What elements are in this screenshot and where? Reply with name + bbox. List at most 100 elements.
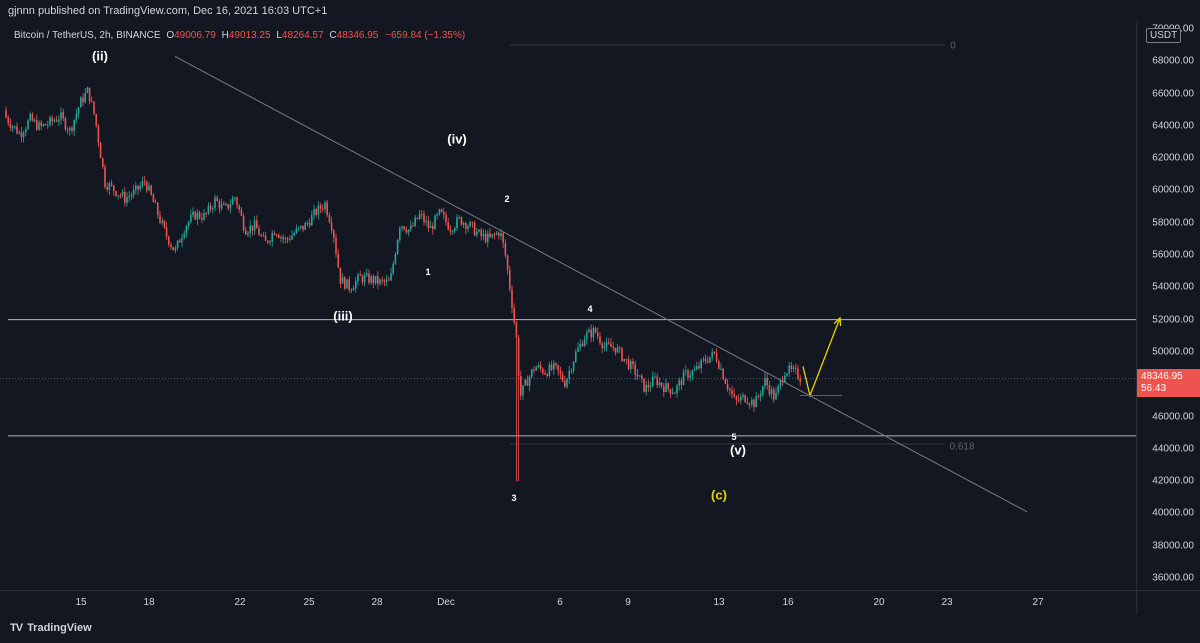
candle-body — [572, 361, 575, 371]
candle-body — [414, 217, 416, 226]
candle-body — [649, 386, 652, 388]
candle-body — [71, 127, 73, 131]
wave-label-5: 5 — [731, 432, 737, 442]
candle-body — [625, 358, 628, 360]
chart-pane[interactable]: Bitcoin / TetherUS, 2h, BINANCE O49006.7… — [0, 22, 1136, 590]
candle-body — [139, 185, 141, 190]
candle-body — [124, 192, 126, 203]
candle-body — [779, 380, 782, 387]
candle-body — [643, 378, 645, 392]
candle-body — [82, 97, 84, 103]
time-axis[interactable]: 15 18 22 25 28 Dec 6 9 13 16 20 23 27 — [0, 590, 1136, 614]
candle-body — [203, 212, 205, 220]
candle-body — [38, 122, 40, 130]
candle-body — [590, 329, 592, 338]
candle-body — [5, 109, 7, 118]
candle-body — [759, 394, 762, 397]
close-value: 48346.95 — [336, 30, 379, 41]
candle-body — [522, 385, 524, 396]
candle-body — [55, 120, 58, 122]
candle-body — [14, 126, 16, 128]
candle-body — [275, 234, 278, 236]
candle-body — [379, 279, 381, 284]
candle-body — [383, 280, 386, 282]
time-tick-label: 23 — [941, 597, 953, 608]
price-tick-label: 42000.00 — [1152, 475, 1194, 487]
time-tick-label: 15 — [75, 597, 87, 608]
candle-body — [29, 114, 31, 121]
candle-body — [720, 368, 722, 370]
candle-body — [421, 213, 423, 215]
candle-body — [619, 347, 621, 349]
candle-body — [575, 351, 577, 362]
price-tick-label: 46000.00 — [1152, 411, 1194, 423]
candle-body — [786, 373, 788, 376]
candle-body — [504, 243, 507, 256]
time-tick-label: 28 — [371, 597, 383, 608]
candle-body — [253, 220, 256, 231]
candle-body — [498, 232, 500, 236]
candle-body — [583, 339, 586, 347]
candle-body — [799, 378, 801, 382]
tradingview-brand[interactable]: TV TradingView — [10, 622, 92, 634]
candle-body — [797, 368, 799, 379]
candle-body — [542, 368, 544, 374]
candle-body — [289, 238, 291, 240]
currency-unit-badge[interactable]: USDT — [1146, 28, 1182, 43]
wave-label-iii: (iii) — [333, 308, 353, 324]
candle-body — [467, 226, 469, 229]
candle-body — [113, 185, 115, 192]
candle-body — [581, 343, 584, 347]
candle-body — [537, 365, 540, 368]
published-info: gjnnn published on TradingView.com, Dec … — [8, 5, 328, 17]
candle-body — [352, 288, 355, 291]
candle-body — [368, 273, 370, 283]
candle-body — [506, 255, 509, 270]
candle-body — [729, 388, 731, 391]
candle-body — [722, 368, 724, 380]
candle-body — [223, 203, 225, 205]
candle-body — [680, 380, 683, 385]
candle-body — [385, 279, 388, 282]
symbol-name: Bitcoin / TetherUS, 2h, BINANCE — [14, 30, 161, 41]
candle-body — [297, 227, 300, 229]
candle-body — [663, 386, 665, 393]
candle-body — [278, 235, 280, 238]
candle-body — [286, 238, 289, 240]
tradingview-logo-icon: TV — [10, 622, 23, 634]
candle-body — [25, 129, 27, 134]
price-axis[interactable]: 70000.0068000.0066000.0064000.0062000.00… — [1136, 22, 1200, 590]
candle-body — [302, 225, 304, 230]
candle-body — [704, 358, 707, 362]
candle-body — [165, 227, 168, 237]
time-tick-label: 18 — [143, 597, 155, 608]
candle-body — [236, 197, 238, 206]
time-tick-label: 13 — [713, 597, 725, 608]
candle-body — [16, 126, 18, 134]
candle-body — [561, 373, 564, 381]
candle-body — [577, 347, 579, 352]
candle-body — [693, 369, 696, 371]
price-tick-label: 44000.00 — [1152, 443, 1194, 455]
candle-body — [106, 186, 108, 190]
candle-body — [445, 214, 447, 223]
candle-body — [597, 332, 599, 337]
candle-body — [526, 379, 529, 386]
wave-label-iv: (iv) — [447, 131, 467, 147]
candle-body — [135, 185, 137, 190]
candle-body — [49, 117, 51, 125]
price-tick-label: 62000.00 — [1152, 152, 1194, 164]
candle-body — [531, 369, 533, 377]
footer: TV TradingView — [0, 614, 1200, 643]
price-chart[interactable] — [0, 22, 1136, 590]
candle-body — [403, 226, 405, 230]
candle-body — [469, 221, 471, 227]
candle-body — [84, 93, 86, 103]
symbol-legend[interactable]: Bitcoin / TetherUS, 2h, BINANCE O49006.7… — [14, 30, 465, 41]
tradingview-brand-label: TradingView — [27, 622, 92, 634]
candle-body — [405, 229, 408, 233]
candle-body — [773, 389, 775, 400]
candle-body — [146, 181, 148, 191]
candle-body — [381, 279, 383, 281]
candle-body — [262, 235, 265, 237]
